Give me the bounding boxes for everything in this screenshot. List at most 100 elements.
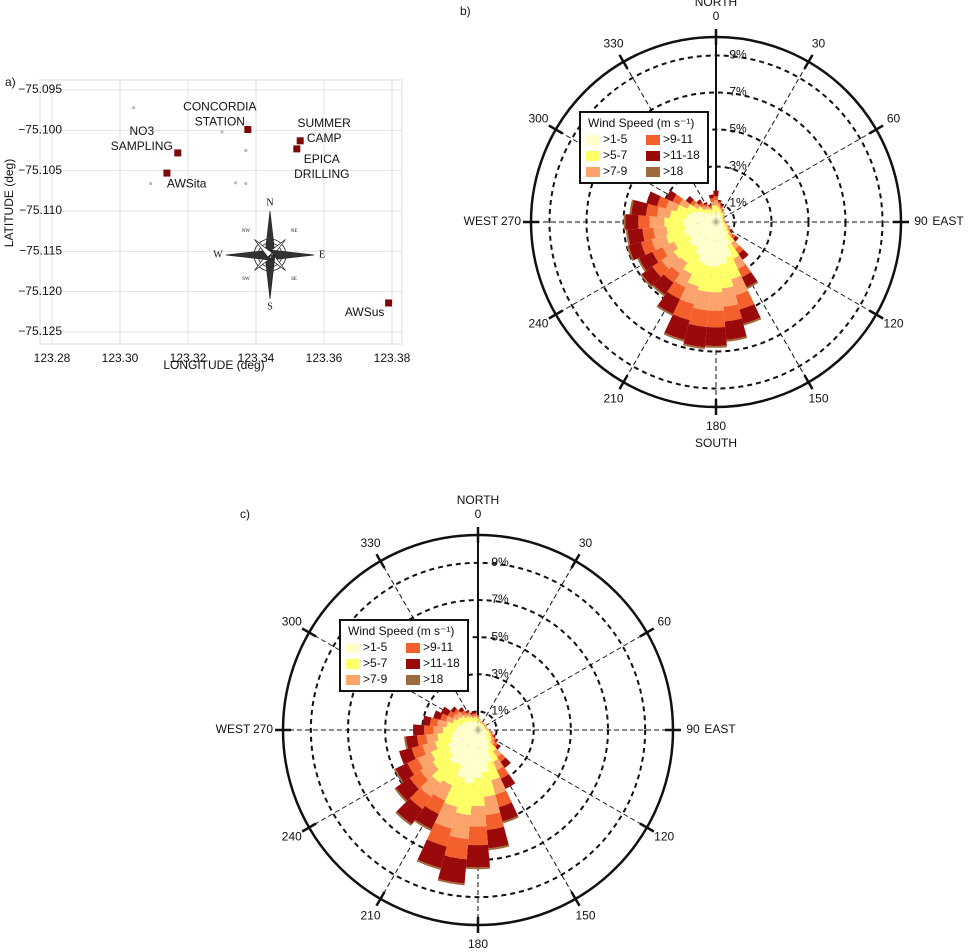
wind-bar xyxy=(725,255,742,280)
compass-label: W xyxy=(213,249,223,260)
wind-bar xyxy=(653,226,668,239)
angle-tick-label: 120 xyxy=(654,830,674,844)
wind-bar xyxy=(674,234,692,249)
wind-bar xyxy=(663,266,680,283)
wind-bar xyxy=(432,750,454,770)
legend-swatch xyxy=(346,675,360,685)
wind-bar xyxy=(409,787,432,810)
wind-bar xyxy=(703,201,708,206)
spoke xyxy=(715,221,809,383)
angle-tick-label: 240 xyxy=(282,830,302,844)
wind-bar xyxy=(743,317,762,326)
wind-bar xyxy=(682,219,716,225)
compass-label: SW xyxy=(242,277,250,282)
x-tick-label: 123.28 xyxy=(34,351,71,365)
wind-bar xyxy=(452,719,463,726)
wind-bar xyxy=(497,753,506,762)
cardinal-label: WEST xyxy=(464,214,499,228)
wind-bar xyxy=(456,730,478,779)
wind-bar xyxy=(422,715,432,726)
wind-bar xyxy=(723,225,728,230)
wind-bar xyxy=(449,730,478,755)
legend-swatch xyxy=(586,167,600,177)
y-tick-label: −75.115 xyxy=(19,244,62,258)
wind-bar xyxy=(697,264,713,293)
wind-bar xyxy=(657,206,672,218)
spoke xyxy=(477,632,648,731)
wind-bar xyxy=(479,722,482,725)
site-label: EPICA xyxy=(304,152,340,166)
wind-bar xyxy=(422,741,438,755)
wind-bar xyxy=(739,304,761,324)
wind-bar xyxy=(717,203,721,208)
wind-bar xyxy=(715,210,717,222)
angle-tick-label: 90 xyxy=(914,214,928,228)
legend-label: >1-5 xyxy=(603,132,628,146)
wind-bar xyxy=(723,222,726,225)
wind-bar xyxy=(714,199,718,206)
wind-bar xyxy=(457,724,478,730)
wind-bar xyxy=(438,855,467,884)
site-label: SAMPLING xyxy=(111,139,173,153)
wind-bar xyxy=(627,228,645,245)
wind-bar xyxy=(716,219,722,222)
wind-bar xyxy=(473,713,477,716)
wind-bar xyxy=(478,728,484,730)
wind-bar xyxy=(733,235,739,242)
wind-bar xyxy=(719,207,723,211)
plot-frame xyxy=(39,79,403,345)
wind-bar xyxy=(481,771,496,797)
cardinal-label: WEST xyxy=(216,722,251,736)
wind-bar xyxy=(722,216,725,219)
wind-bar xyxy=(433,780,453,801)
panel-label: a) xyxy=(5,75,16,89)
wind-bar xyxy=(449,812,471,840)
wind-bar xyxy=(492,758,504,771)
wind-bar xyxy=(640,273,652,288)
wind-bar xyxy=(487,729,490,731)
wind-bar xyxy=(720,212,724,217)
wind-bar xyxy=(416,859,441,870)
wind-bar xyxy=(478,726,483,730)
wind-bar xyxy=(716,221,722,223)
compass-label: SE xyxy=(291,277,297,282)
wind-bar xyxy=(720,210,724,213)
wind-bar xyxy=(680,282,699,305)
wind-bar xyxy=(682,343,706,350)
wind-bar xyxy=(482,722,485,725)
legend-swatch xyxy=(346,659,360,669)
wind-bar xyxy=(723,228,730,234)
wind-bar xyxy=(718,209,722,214)
wind-bar xyxy=(716,218,722,222)
y-tick-label: −75.100 xyxy=(18,123,62,137)
wind-bar xyxy=(653,274,674,295)
wind-bar xyxy=(708,205,713,209)
wind-bar xyxy=(690,211,716,222)
wind-bar xyxy=(705,327,727,346)
wind-bar xyxy=(483,723,486,726)
legend-label: >7-9 xyxy=(363,672,388,686)
wind-bar xyxy=(447,710,456,719)
wind-bar xyxy=(746,281,759,290)
wind-bar xyxy=(432,758,455,784)
angle-tick-label: 30 xyxy=(812,37,826,51)
site-label: CAMP xyxy=(307,131,342,145)
wind-bar xyxy=(395,811,412,826)
wind-bar xyxy=(684,222,716,231)
x-tick-label: 123.32 xyxy=(170,351,207,365)
wind-bar xyxy=(470,713,475,717)
wind-bar xyxy=(469,716,475,723)
legend-box xyxy=(339,619,469,692)
wind-bar xyxy=(424,793,446,815)
wind-bar xyxy=(716,222,725,228)
wind-bar xyxy=(415,806,439,830)
wind-bar xyxy=(717,201,722,205)
wind-bar xyxy=(479,721,482,724)
wind-bar xyxy=(477,718,479,723)
compass-point xyxy=(254,239,273,258)
wind-bar xyxy=(629,199,634,215)
wind-bar xyxy=(465,709,470,714)
wind-bar xyxy=(472,721,478,730)
wind-bar xyxy=(460,710,467,716)
wind-bar xyxy=(726,224,729,228)
